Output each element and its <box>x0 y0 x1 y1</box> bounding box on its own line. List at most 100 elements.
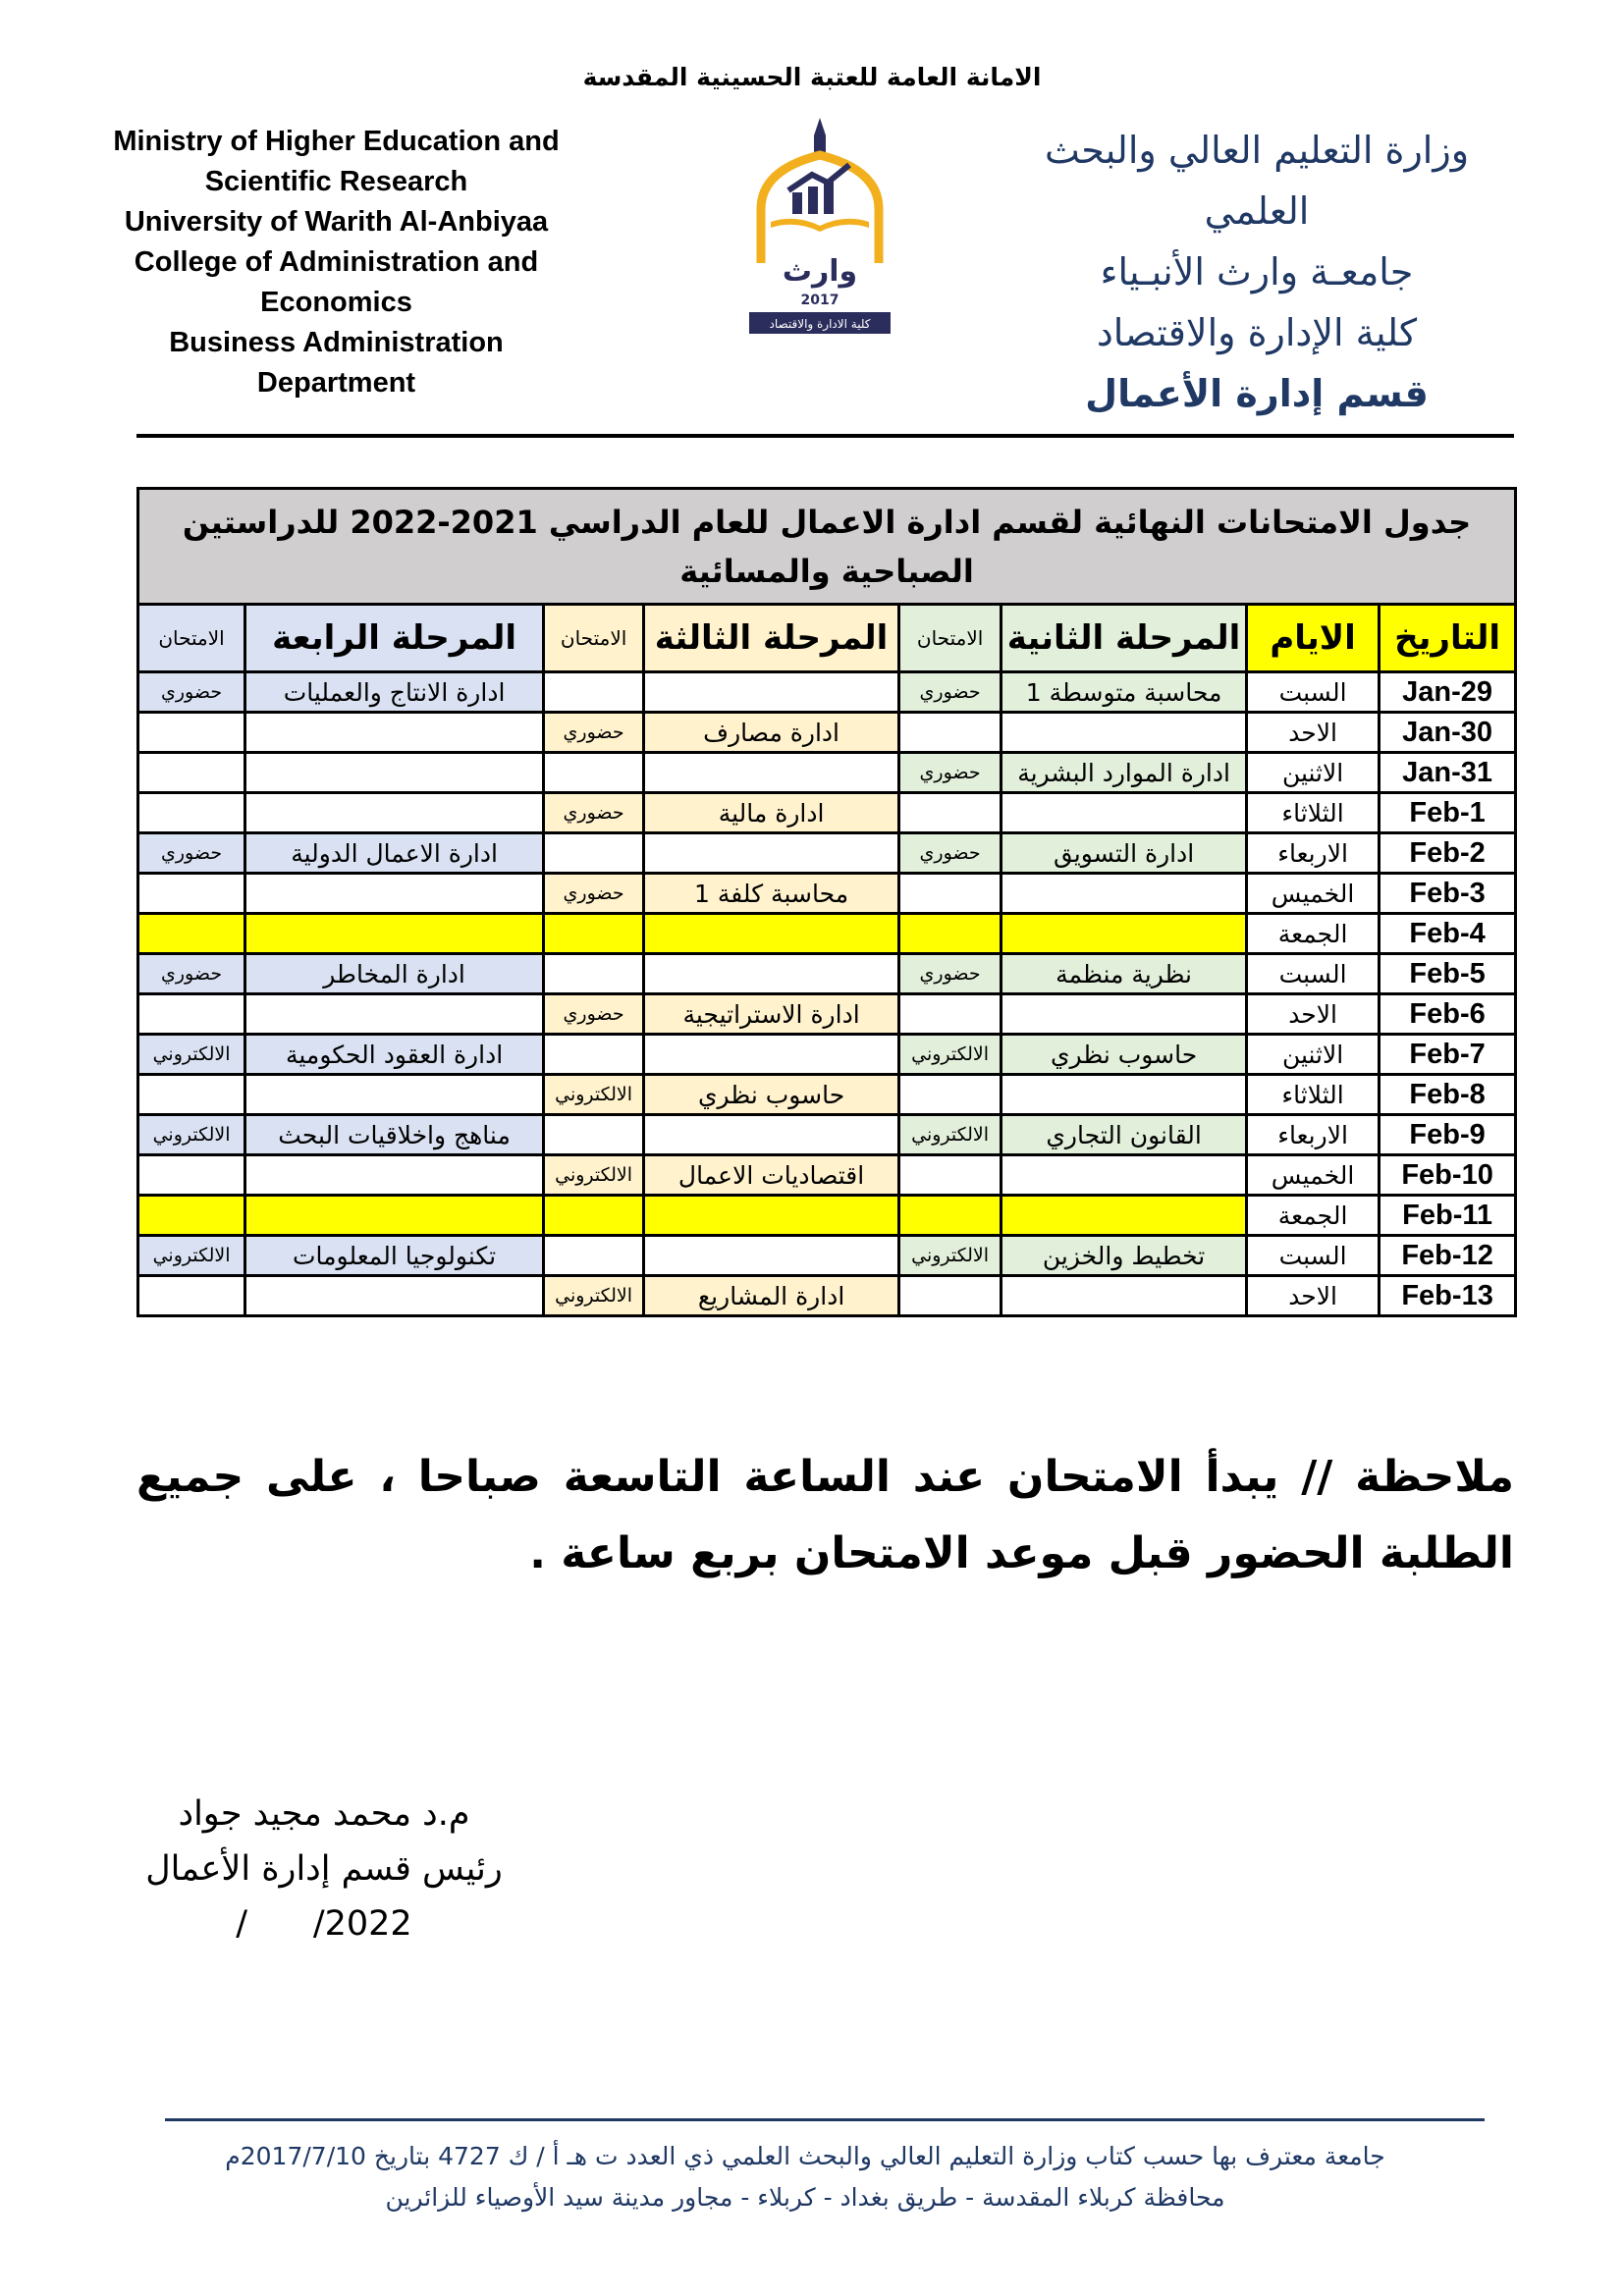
cell-date: 6-Feb <box>1378 992 1518 1036</box>
cell-exam4 <box>135 912 247 955</box>
cell-day: الاثنين <box>1245 751 1381 794</box>
svg-text:وارث: وارث <box>783 254 857 289</box>
cell-stage4 <box>244 912 546 955</box>
cell-exam2 <box>897 1073 1003 1116</box>
arabic-line: قسم إدارة الأعمال <box>1085 372 1429 415</box>
english-header: Ministry of Higher Education and Scienti… <box>98 122 574 403</box>
cell-day: السبت <box>1245 1234 1381 1277</box>
cell-stage2 <box>1000 1194 1249 1237</box>
arabic-line: وزارة التعليم العالي والبحث العلمي <box>1044 129 1470 233</box>
cell-exam4: الالكتروني <box>135 1113 247 1156</box>
cell-stage2 <box>1000 872 1249 915</box>
cell-stage2: القانون التجاري <box>1000 1113 1249 1156</box>
table-row: 29-Jan السبت محاسبة متوسطة 1 حضوري ادارة الا… <box>135 670 1518 714</box>
table-row: 1-Feb الثلاثاء ادارة مالية حضوري <box>135 791 1518 834</box>
cell-exam3 <box>542 952 646 995</box>
cell-stage3: حاسوب نظري <box>642 1073 901 1116</box>
cell-stage4 <box>244 1073 546 1116</box>
cell-stage4 <box>244 751 546 794</box>
cell-stage4 <box>244 1153 546 1197</box>
cell-day: الاربعاء <box>1245 1113 1381 1156</box>
cell-stage3 <box>642 831 901 875</box>
cell-date: 7-Feb <box>1378 1033 1518 1076</box>
cell-stage3: ادارة الاستراتيجية <box>642 992 901 1036</box>
cell-stage3 <box>642 952 901 995</box>
cell-stage4: ادارة الانتاج والعمليات <box>244 670 546 714</box>
footer: جامعة معترف بها حسب كتاب وزارة التعليم ا… <box>98 2136 1512 2218</box>
cell-exam3 <box>542 751 646 794</box>
cell-exam2: حضوري <box>897 751 1003 794</box>
cell-stage3 <box>642 1113 901 1156</box>
cell-exam2 <box>897 1274 1003 1317</box>
english-line: Economics <box>260 287 412 318</box>
cell-stage4 <box>244 1274 546 1317</box>
cell-exam2 <box>897 872 1003 915</box>
cell-exam2: الالكتروني <box>897 1234 1003 1277</box>
table-title: جدول الامتحانات النهائية لقسم ادارة الاع… <box>135 487 1518 606</box>
cell-stage4 <box>244 1194 546 1237</box>
cell-day: الاحد <box>1245 711 1381 754</box>
table-row: 2-Feb الاربعاء ادارة التسويق حضوري ادارة الا… <box>135 831 1518 875</box>
cell-day: الاربعاء <box>1245 831 1381 875</box>
cell-exam4 <box>135 992 247 1036</box>
exam-note: ملاحظة // يبدأ الامتحان عند الساعة التاس… <box>136 1452 1514 1578</box>
cell-stage3 <box>642 912 901 955</box>
cell-exam4 <box>135 1274 247 1317</box>
signatory-name: م.د محمد مجيد جواد <box>178 1794 470 1834</box>
cell-stage4 <box>244 791 546 834</box>
cell-stage3 <box>642 1194 901 1237</box>
cell-stage3: ادارة مالية <box>642 791 901 834</box>
cell-exam2 <box>897 1194 1003 1237</box>
cell-date: 2-Feb <box>1378 831 1518 875</box>
footer-line-2: محافظة كربلاء المقدسة - طريق بغداد - كرب… <box>385 2183 1225 2212</box>
cell-stage2 <box>1000 992 1249 1036</box>
cell-exam4: حضوري <box>135 831 247 875</box>
university-logo: وارث 2017 كلية الادارة والاقتصاد <box>749 118 891 334</box>
cell-stage2 <box>1000 791 1249 834</box>
cell-day: الجمعة <box>1245 1194 1381 1237</box>
table-row: 11-Feb الجمعة <box>135 1194 1518 1237</box>
cell-stage2: تخطيط والخزين <box>1000 1234 1249 1277</box>
cell-exam3 <box>542 1113 646 1156</box>
cell-stage4 <box>244 992 546 1036</box>
cell-exam3 <box>542 1033 646 1076</box>
cell-stage4: ادارة العقود الحكومية <box>244 1033 546 1076</box>
cell-stage4 <box>244 711 546 754</box>
table-row: 10-Feb الخميس اقتصاديات الاعمال الالكتروني <box>135 1153 1518 1197</box>
cell-exam3 <box>542 670 646 714</box>
cell-date: 4-Feb <box>1378 912 1518 955</box>
cell-day: السبت <box>1245 952 1381 995</box>
cell-exam2 <box>897 1153 1003 1197</box>
cell-stage2: ادارة التسويق <box>1000 831 1249 875</box>
header-exam2: الامتحان <box>897 603 1003 673</box>
cell-exam2: الالكتروني <box>897 1113 1003 1156</box>
cell-exam2 <box>897 992 1003 1036</box>
top-title: الامانة العامة للعتبة الحسينية المقدسة <box>582 63 1042 91</box>
table-row: 30-Jan الاحد ادارة مصارف حضوري <box>135 711 1518 754</box>
cell-stage3 <box>642 1033 901 1076</box>
cell-exam2: حضوري <box>897 831 1003 875</box>
cell-stage2: ادارة الموارد البشرية <box>1000 751 1249 794</box>
cell-stage3: محاسبة كلفة 1 <box>642 872 901 915</box>
cell-day: الاحد <box>1245 992 1381 1036</box>
header-exam3: الامتحان <box>542 603 646 673</box>
cell-stage3 <box>642 670 901 714</box>
cell-stage4: تكنولوجيا المعلومات <box>244 1234 546 1277</box>
english-line: University of Warith Al-Anbiyaa <box>124 206 549 238</box>
cell-stage2: نظرية منظمة <box>1000 952 1249 995</box>
cell-exam3: الالكتروني <box>542 1274 646 1317</box>
table-row: 7-Feb الاثنين حاسوب نظري الالكتروني ادارة ال… <box>135 1033 1518 1076</box>
cell-date: 1-Feb <box>1378 791 1518 834</box>
cell-stage3 <box>642 1234 901 1277</box>
cell-exam2 <box>897 912 1003 955</box>
header-stage3: المرحلة الثالثة <box>642 603 901 673</box>
cell-exam3 <box>542 1234 646 1277</box>
cell-exam4 <box>135 872 247 915</box>
cell-exam2: حضوري <box>897 952 1003 995</box>
cell-day: الاثنين <box>1245 1033 1381 1076</box>
header-row: التاريخ الايام المرحلة الثانية الامتحان … <box>135 603 1518 673</box>
cell-date: 8-Feb <box>1378 1073 1518 1116</box>
signatory-title: رئيس قسم إدارة الأعمال <box>145 1849 503 1889</box>
cell-exam3: الالكتروني <box>542 1073 646 1116</box>
cell-stage4: مناهج واخلاقيات البحث <box>244 1113 546 1156</box>
